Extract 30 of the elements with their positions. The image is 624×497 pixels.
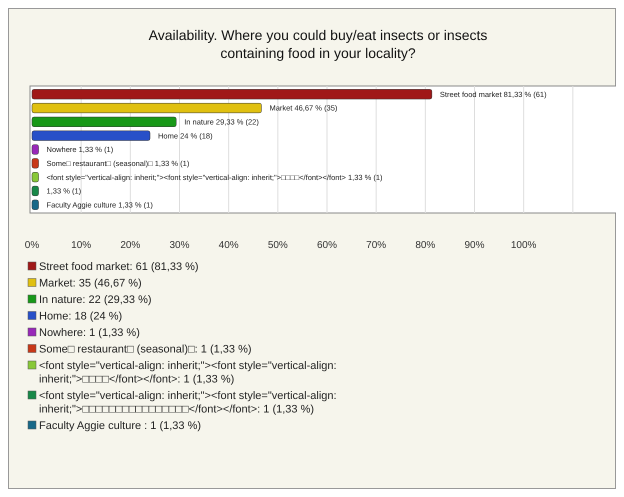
x-tick-label: 90% (464, 240, 485, 251)
x-tick-label: 0% (24, 240, 40, 251)
x-tick-label: 30% (169, 240, 190, 251)
bar (32, 144, 39, 155)
text: <font style="vertical-align: inherit;"><font style="vertical-align: inherit;">□□□□</font></font>: 1 (1,33 %) (39, 360, 337, 386)
x-tick-label: 100% (510, 240, 537, 251)
text: In nature: 22 (29,33 %) (39, 294, 152, 306)
text: Street food market: 61 (81,33 %) (39, 261, 199, 273)
bar (32, 130, 150, 141)
chart-title: Availability. Where you could buy/eat insects or insects containing food in your locality? (148, 27, 488, 61)
x-tick-label: 70% (366, 240, 386, 251)
bar (32, 158, 39, 168)
x-tick-label: 40% (218, 240, 239, 251)
text: Some□ restaurant□ (seasonal)□: 1 (1,33 %) (39, 344, 252, 356)
text: <font style="vertical-align: inherit;"><font style="vertical-align: inherit;">□□□□□□□□□□□□□□□□</font></font>: 1 (1,33 %) (39, 390, 337, 416)
bar (32, 89, 432, 100)
bar (32, 102, 262, 114)
x-tick-label: 20% (120, 240, 140, 251)
bar (32, 186, 39, 196)
text: Nowhere: 1 (1,33 %) (39, 327, 140, 339)
x-tick-label: 50% (268, 240, 288, 251)
x-tick-label: 80% (415, 240, 436, 251)
text: Home: 18 (24 %) (39, 310, 122, 322)
bar (32, 172, 39, 182)
bar (32, 200, 39, 210)
x-tick-label: 60% (316, 240, 338, 251)
text: Market: 35 (46,67 %) (39, 278, 142, 290)
text: Faculty Aggie culture : 1 (1,33 %) (39, 420, 202, 432)
bar (32, 116, 176, 127)
x-tick-label: 10% (71, 240, 92, 251)
